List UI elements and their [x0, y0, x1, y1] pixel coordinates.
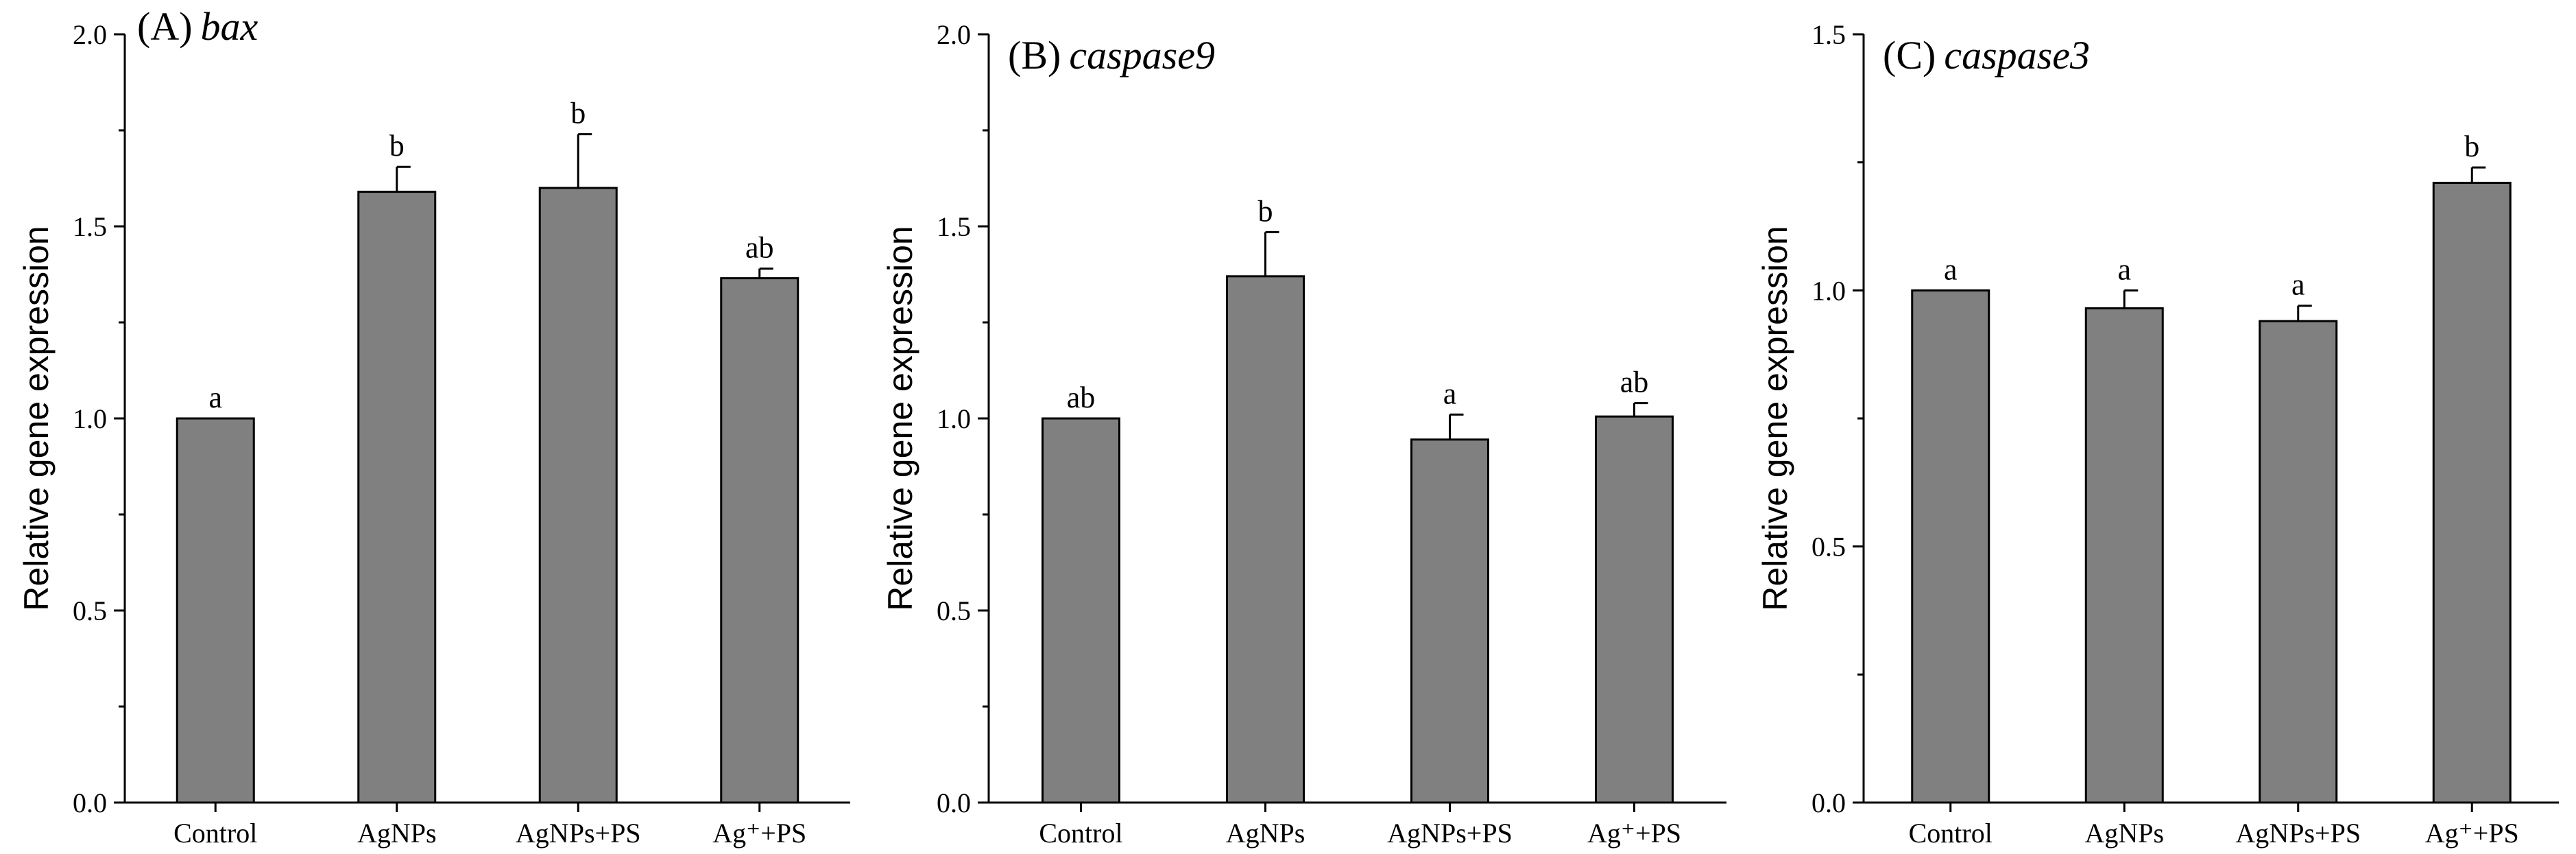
- x-tick-label-a-4: Ag⁺+PS: [712, 818, 806, 849]
- bar-a-1: [176, 417, 255, 804]
- x-tick-label-a-1: Control: [173, 818, 257, 849]
- significance-label-c-3: a: [2291, 268, 2305, 302]
- panel-title-a: (A) bax: [137, 4, 258, 49]
- panel-title-b: (B) caspase9: [1008, 33, 1215, 78]
- chart-panel-a: (A) bax Relative gene expression 0.0 0.5 1.…: [17, 4, 850, 849]
- y-tick-label-a: 0.0: [73, 787, 107, 818]
- bar-c-2: [2084, 307, 2164, 804]
- x-tick-label-b-3: AgNPs+PS: [1387, 818, 1513, 849]
- significance-label-a-3: b: [570, 97, 586, 130]
- significance-label-c-4: b: [2464, 130, 2479, 163]
- significance-label-b-3: a: [1443, 377, 1457, 410]
- significance-label-a-2: b: [389, 129, 405, 163]
- y-tick-label-c: 1.5: [1811, 19, 1846, 50]
- x-tick-label-a-3: AgNPs+PS: [516, 818, 641, 849]
- x-tick-label-c-2: AgNPs: [2084, 818, 2164, 849]
- x-tick-label-c-4: Ag⁺+PS: [2425, 818, 2519, 849]
- y-axis-label-a: Relative gene expression: [17, 226, 56, 610]
- chart-panel-b: (B) caspase9 Relative gene expression 0.0…: [881, 19, 1726, 849]
- bar-b-4: [1595, 415, 1674, 804]
- significance-label-b-4: ab: [1620, 366, 1649, 399]
- significance-label-a-4: ab: [745, 231, 774, 265]
- x-tick-label-b-2: AgNPs: [1226, 818, 1305, 849]
- x-tick-label-c-1: Control: [1909, 818, 1993, 849]
- y-tick-label-b: 0.5: [937, 595, 971, 626]
- y-tick-label-c: 1.0: [1811, 275, 1846, 306]
- y-tick-label-a: 1.5: [73, 211, 107, 242]
- significance-label-b-2: b: [1258, 194, 1273, 228]
- y-tick-label-b: 0.0: [937, 787, 971, 818]
- significance-label-c-1: a: [1944, 252, 1958, 286]
- y-tick-label-a: 2.0: [73, 19, 107, 50]
- bar-c-1: [1911, 289, 1990, 804]
- y-tick-label-b: 1.0: [937, 403, 971, 434]
- x-tick-label-c-3: AgNPs+PS: [2235, 818, 2361, 849]
- y-axis-label-c: Relative gene expression: [1756, 226, 1794, 610]
- x-tick-label-b-1: Control: [1039, 818, 1122, 849]
- bar-b-3: [1410, 438, 1489, 804]
- bar-c-4: [2432, 182, 2512, 804]
- y-tick-label-c: 0.5: [1811, 532, 1846, 562]
- y-tick-label-b: 1.5: [937, 211, 971, 242]
- x-tick-label-a-2: AgNPs: [357, 818, 437, 849]
- bar-a-2: [357, 191, 437, 804]
- bar-a-3: [538, 187, 618, 804]
- significance-label-a-1: a: [208, 381, 222, 414]
- bar-c-3: [2259, 320, 2338, 804]
- bar-b-1: [1042, 417, 1120, 804]
- y-tick-label-a: 0.5: [73, 595, 107, 626]
- bar-a-4: [720, 277, 799, 804]
- chart-panel-c: (C) caspase3 Relative gene expression 0.0…: [1756, 19, 2559, 849]
- significance-label-b-1: ab: [1067, 381, 1096, 414]
- x-tick-label-b-4: Ag⁺+PS: [1587, 818, 1681, 849]
- y-tick-label-c: 0.0: [1811, 787, 1846, 818]
- y-axis-label-b: Relative gene expression: [881, 226, 919, 610]
- y-tick-label-b: 2.0: [937, 19, 971, 50]
- bar-b-2: [1226, 275, 1305, 804]
- significance-label-c-2: a: [2117, 252, 2131, 286]
- y-tick-label-a: 1.0: [73, 403, 107, 434]
- panel-title-c: (C) caspase3: [1883, 33, 2090, 78]
